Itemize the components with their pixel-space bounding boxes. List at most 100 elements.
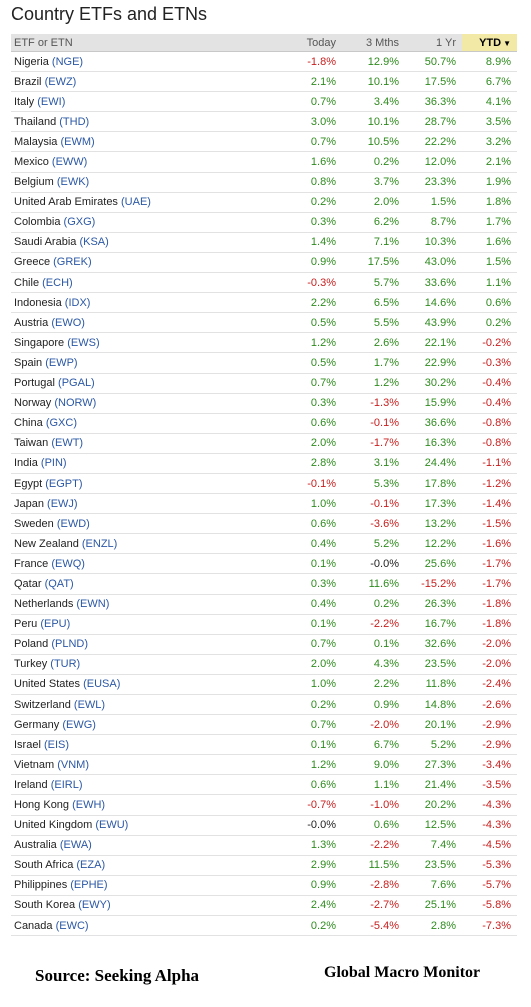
etf-name-cell: Portugal (PGAL) <box>11 373 279 394</box>
3mths-cell: 0.6% <box>342 815 405 836</box>
1yr-cell: 1.5% <box>405 192 462 213</box>
today-cell: 2.2% <box>279 292 342 314</box>
3mths-cell: 6.2% <box>342 212 405 233</box>
1yr-cell: 22.9% <box>405 352 462 374</box>
ticker-link[interactable]: (PLND) <box>51 638 88 651</box>
3mths-cell: 2.2% <box>342 674 405 696</box>
ticker-link[interactable]: (EZA) <box>76 859 106 872</box>
table-row: United Arab Emirates (UAE) 0.2% 2.0% 1.5% 1.… <box>11 192 517 213</box>
ticker-link[interactable]: (EWZ) <box>44 75 77 88</box>
table-row: India (PIN) 2.8% 3.1% 24.4% -1.1% <box>11 453 517 474</box>
today-cell: -0.3% <box>279 272 342 294</box>
column-header-1yr[interactable]: 1 Yr <box>405 34 462 52</box>
ticker-link[interactable]: (ECH) <box>42 276 73 289</box>
ticker-link[interactable]: (NORW) <box>54 397 97 410</box>
ticker-link[interactable]: (EWN) <box>76 598 110 611</box>
today-cell: 2.4% <box>279 895 342 917</box>
etf-name-cell: France (EWQ) <box>11 553 279 575</box>
ticker-link[interactable]: (EWI) <box>37 95 66 108</box>
ticker-link[interactable]: (EWG) <box>62 718 96 731</box>
ticker-link[interactable]: (EWS) <box>67 336 100 349</box>
ticker-link[interactable]: (EUSA) <box>83 678 121 691</box>
etf-name-cell: Malaysia (EWM) <box>11 131 279 153</box>
ticker-link[interactable]: (KSA) <box>79 236 109 249</box>
column-header-today[interactable]: Today <box>279 34 342 52</box>
ticker-link[interactable]: (EWT) <box>51 437 84 450</box>
today-cell: 1.4% <box>279 232 342 253</box>
etf-name-cell: Spain (EWP) <box>11 352 279 374</box>
3mths-cell: 5.3% <box>342 473 405 495</box>
ticker-link[interactable]: (UAE) <box>121 196 151 209</box>
table-row: Poland (PLND) 0.7% 0.1% 32.6% -2.0% <box>11 634 517 655</box>
ticker-link[interactable]: (GXG) <box>63 216 96 229</box>
ticker-link[interactable]: (EWD) <box>56 517 90 530</box>
ticker-link[interactable]: (GREK) <box>53 256 92 269</box>
today-cell: 0.4% <box>279 533 342 555</box>
ticker-link[interactable]: (EPHE) <box>70 879 108 892</box>
today-cell: 1.3% <box>279 835 342 856</box>
ytd-cell: 8.9% <box>462 51 517 73</box>
ticker-link[interactable]: (EWY) <box>78 899 111 912</box>
ytd-cell: 3.2% <box>462 131 517 153</box>
ytd-cell: 0.6% <box>462 292 517 314</box>
ticker-link[interactable]: (EWU) <box>95 819 129 832</box>
table-row: Norway (NORW) 0.3% -1.3% 15.9% -0.4% <box>11 393 517 414</box>
ticker-link[interactable]: (EWQ) <box>51 557 85 570</box>
ytd-cell: 1.1% <box>462 272 517 294</box>
country-name: Greece <box>14 256 51 269</box>
sort-down-icon: ▼ <box>503 38 511 48</box>
ticker-link[interactable]: (EGPT) <box>45 477 83 490</box>
country-name: Ireland <box>14 778 48 791</box>
3mths-cell: 0.2% <box>342 594 405 615</box>
column-header-3mths[interactable]: 3 Mths <box>342 34 405 52</box>
etf-name-cell: United Arab Emirates (UAE) <box>11 192 279 213</box>
ticker-link[interactable]: (EIS) <box>43 738 70 751</box>
ticker-link[interactable]: (EPU) <box>40 618 71 631</box>
ticker-link[interactable]: (EWA) <box>59 839 92 852</box>
ticker-link[interactable]: (PIN) <box>40 457 67 470</box>
table-row: Egypt (EGPT) -0.1% 5.3% 17.8% -1.2% <box>11 473 517 495</box>
ticker-link[interactable]: (NGE) <box>51 55 84 68</box>
today-cell: 1.0% <box>279 674 342 696</box>
country-name: Japan <box>14 497 44 510</box>
ticker-link[interactable]: (VNM) <box>57 758 89 771</box>
table-row: Italy (EWI) 0.7% 3.4% 36.3% 4.1% <box>11 91 517 113</box>
1yr-cell: 12.0% <box>405 151 462 173</box>
ticker-link[interactable]: (THD) <box>59 115 90 128</box>
ticker-link[interactable]: (EWM) <box>60 135 95 148</box>
ytd-cell: -2.6% <box>462 694 517 716</box>
etf-name-cell: Peru (EPU) <box>11 614 279 635</box>
1yr-cell: 13.2% <box>405 513 462 535</box>
ticker-link[interactable]: (EIRL) <box>50 778 83 791</box>
ticker-link[interactable]: (IDX) <box>64 296 91 309</box>
ytd-cell: -2.9% <box>462 714 517 736</box>
ticker-link[interactable]: (EWL) <box>73 698 106 711</box>
ticker-link[interactable]: (EWO) <box>51 316 85 329</box>
ticker-link[interactable]: (EWH) <box>72 799 106 812</box>
table-row: Spain (EWP) 0.5% 1.7% 22.9% -0.3% <box>11 352 517 374</box>
ticker-link[interactable]: (EWP) <box>45 356 78 369</box>
1yr-cell: 22.2% <box>405 131 462 153</box>
ticker-link[interactable]: (EWW) <box>51 156 88 169</box>
column-header-ytd[interactable]: YTD ▼ <box>462 34 517 52</box>
etf-name-cell: Taiwan (EWT) <box>11 433 279 454</box>
table-row: Brazil (EWZ) 2.1% 10.1% 17.5% 6.7% <box>11 71 517 93</box>
column-header-name[interactable]: ETF or ETN <box>11 34 279 52</box>
ticker-link[interactable]: (TUR) <box>50 658 81 671</box>
ticker-link[interactable]: (EWK) <box>56 176 90 189</box>
today-cell: 2.0% <box>279 654 342 675</box>
etf-name-cell: Mexico (EWW) <box>11 151 279 173</box>
ticker-link[interactable]: (EWC) <box>55 919 89 932</box>
ticker-link[interactable]: (PGAL) <box>58 377 95 390</box>
ticker-link[interactable]: (QAT) <box>44 577 74 590</box>
ticker-link[interactable]: (EWJ) <box>47 497 78 510</box>
3mths-cell: 11.5% <box>342 855 405 876</box>
ticker-link[interactable]: (ENZL) <box>81 537 118 550</box>
today-cell: 0.6% <box>279 413 342 434</box>
ticker-link[interactable]: (GXC) <box>45 417 77 430</box>
ytd-cell: -1.1% <box>462 453 517 474</box>
country-name: Philippines <box>14 879 68 892</box>
column-header-ytd-label: YTD <box>479 36 502 49</box>
etf-name-cell: United States (EUSA) <box>11 674 279 696</box>
table-row: Greece (GREK) 0.9% 17.5% 43.0% 1.5% <box>11 252 517 274</box>
